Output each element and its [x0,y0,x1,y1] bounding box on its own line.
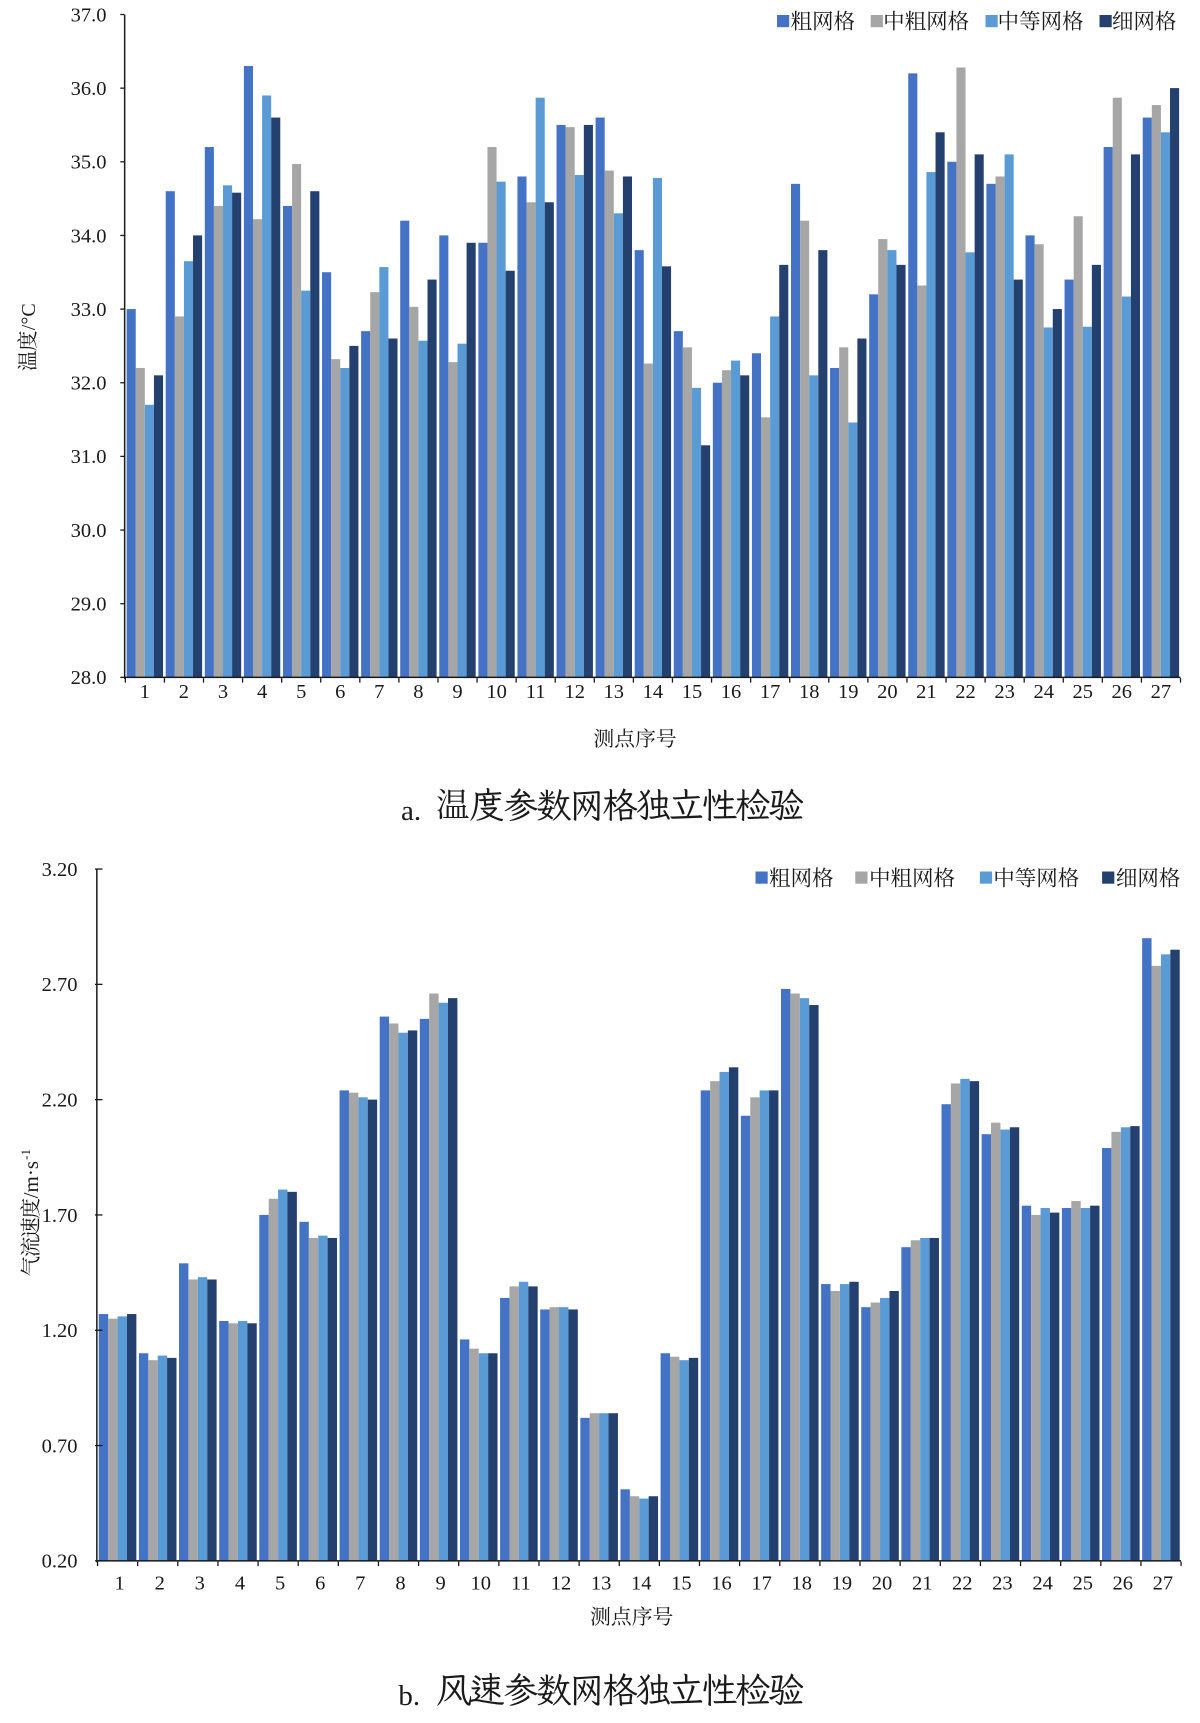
svg-text:5: 5 [296,681,306,703]
svg-text:6: 6 [315,1572,325,1594]
svg-text:18: 18 [792,1572,813,1594]
svg-text:10: 10 [470,1572,491,1594]
svg-text:32.0: 32.0 [71,373,107,395]
svg-text:29.0: 29.0 [71,594,107,616]
svg-text:24: 24 [1032,1572,1053,1594]
svg-text:35.0: 35.0 [71,152,107,174]
svg-text:7: 7 [355,1572,365,1594]
svg-text:3: 3 [195,1572,205,1594]
svg-text:14: 14 [631,1572,652,1594]
svg-text:34.0: 34.0 [71,225,107,247]
svg-text:1: 1 [114,1572,124,1594]
svg-text:5: 5 [275,1572,285,1594]
svg-text:36.0: 36.0 [71,78,107,100]
svg-text:11: 11 [511,1572,531,1594]
svg-text:16: 16 [711,1572,732,1594]
svg-text:/m·s: /m·s [19,1161,43,1198]
svg-text:4: 4 [257,681,267,703]
svg-text:28.0: 28.0 [71,667,107,689]
svg-text:33.0: 33.0 [71,299,107,321]
svg-text:23: 23 [992,1572,1013,1594]
svg-text:15: 15 [682,681,703,703]
svg-text:13: 13 [591,1572,612,1594]
svg-text:26: 26 [1113,1572,1134,1594]
svg-text:-1: -1 [18,1149,33,1160]
svg-text:8: 8 [413,681,423,703]
svg-text:20: 20 [872,1572,893,1594]
svg-text:10: 10 [486,681,507,703]
svg-text:0.20: 0.20 [42,1551,78,1573]
svg-text:37.0: 37.0 [71,4,107,26]
svg-text:16: 16 [721,681,742,703]
svg-text:23: 23 [994,681,1015,703]
svg-text:b.: b. [398,1680,420,1712]
svg-text:3: 3 [218,681,228,703]
svg-text:7: 7 [374,681,384,703]
svg-text:30.0: 30.0 [71,520,107,542]
svg-text:20: 20 [877,681,898,703]
svg-text:2.20: 2.20 [42,1090,78,1112]
svg-text:1.20: 1.20 [42,1320,78,1342]
svg-text:25: 25 [1072,1572,1093,1594]
svg-text:22: 22 [955,681,976,703]
svg-text:19: 19 [838,681,859,703]
svg-text:11: 11 [526,681,546,703]
svg-text:27: 27 [1151,681,1172,703]
svg-text:4: 4 [235,1572,245,1594]
svg-text:12: 12 [551,1572,572,1594]
svg-text:22: 22 [952,1572,973,1594]
svg-text:21: 21 [916,681,937,703]
svg-text:31.0: 31.0 [71,446,107,468]
svg-text:25: 25 [1073,681,1094,703]
svg-text:8: 8 [395,1572,405,1594]
svg-text:0.70: 0.70 [42,1435,78,1457]
svg-text:a.: a. [401,795,421,827]
svg-text:1: 1 [140,681,150,703]
svg-text:15: 15 [671,1572,692,1594]
svg-text:3.20: 3.20 [42,859,78,881]
svg-text:9: 9 [452,681,462,703]
svg-text:27: 27 [1153,1572,1174,1594]
svg-text:2.70: 2.70 [42,974,78,996]
svg-text:12: 12 [564,681,585,703]
svg-text:9: 9 [435,1572,445,1594]
svg-text:2: 2 [179,681,189,703]
svg-text:6: 6 [335,681,345,703]
svg-text:24: 24 [1033,681,1054,703]
svg-text:26: 26 [1112,681,1133,703]
svg-text:1.70: 1.70 [42,1205,78,1227]
svg-text:14: 14 [643,681,664,703]
svg-text:17: 17 [751,1572,772,1594]
svg-text:2: 2 [155,1572,165,1594]
svg-text:/°C: /°C [18,303,40,330]
svg-text:17: 17 [760,681,781,703]
svg-text:19: 19 [832,1572,853,1594]
svg-text:21: 21 [912,1572,933,1594]
svg-text:13: 13 [604,681,625,703]
svg-text:18: 18 [799,681,820,703]
